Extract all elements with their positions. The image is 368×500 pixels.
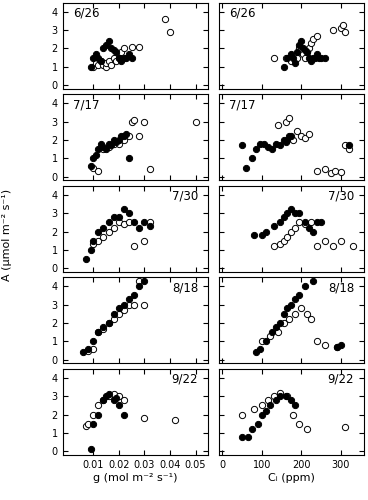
Text: 8/18: 8/18	[328, 282, 354, 294]
Text: 7/17: 7/17	[73, 98, 99, 112]
Text: 8/18: 8/18	[172, 282, 198, 294]
Text: A (μmol m⁻² s⁻¹): A (μmol m⁻² s⁻¹)	[2, 189, 13, 281]
Text: 6/26: 6/26	[73, 7, 99, 20]
Text: 9/22: 9/22	[171, 373, 198, 386]
Text: 7/30: 7/30	[172, 190, 198, 203]
X-axis label: Cᵢ (ppm): Cᵢ (ppm)	[268, 472, 315, 482]
Text: 7/17: 7/17	[229, 98, 255, 112]
X-axis label: g (mol m⁻² s⁻¹): g (mol m⁻² s⁻¹)	[93, 472, 178, 482]
Text: 7/30: 7/30	[328, 190, 354, 203]
Text: 6/26: 6/26	[229, 7, 255, 20]
Text: 9/22: 9/22	[328, 373, 354, 386]
